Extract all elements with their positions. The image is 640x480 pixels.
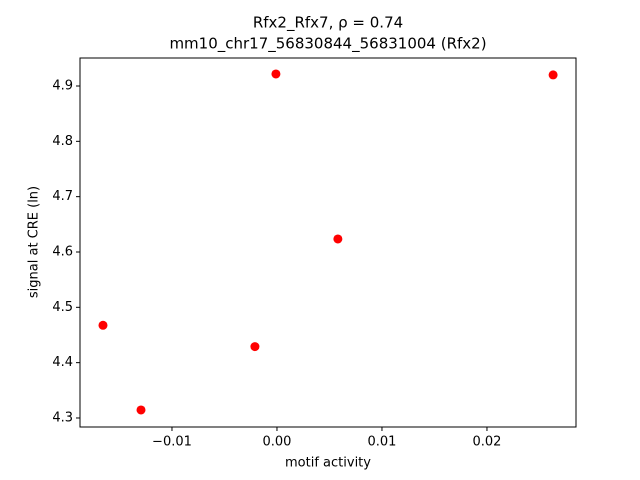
y-tick-label: 4.4 [52,355,73,370]
y-tick-label: 4.7 [52,189,73,204]
y-tick-label: 4.3 [52,410,73,425]
point [333,234,343,244]
point [250,342,260,352]
chart-subtitle: mm10_chr17_56830844_56831004 (Rfx2) [169,35,486,54]
point [548,70,558,80]
point [136,405,146,415]
x-tick-label: −0.01 [152,435,192,450]
point [98,320,108,330]
y-tick-label: 4.9 [52,78,73,93]
x-tick-label: 0.01 [367,435,396,450]
y-tick-label: 4.6 [52,244,73,259]
point [271,69,281,79]
y-tick-label: 4.8 [52,134,73,149]
x-axis-label: motif activity [285,456,371,471]
chart-title: Rfx2_Rfx7, ρ = 0.74 [253,14,403,33]
y-axis-label: signal at CRE (ln) [27,186,42,298]
x-tick-label: 0.02 [472,435,501,450]
plot-frame [79,57,577,428]
x-tick-label: 0.00 [262,435,291,450]
y-tick-label: 4.5 [52,300,73,315]
